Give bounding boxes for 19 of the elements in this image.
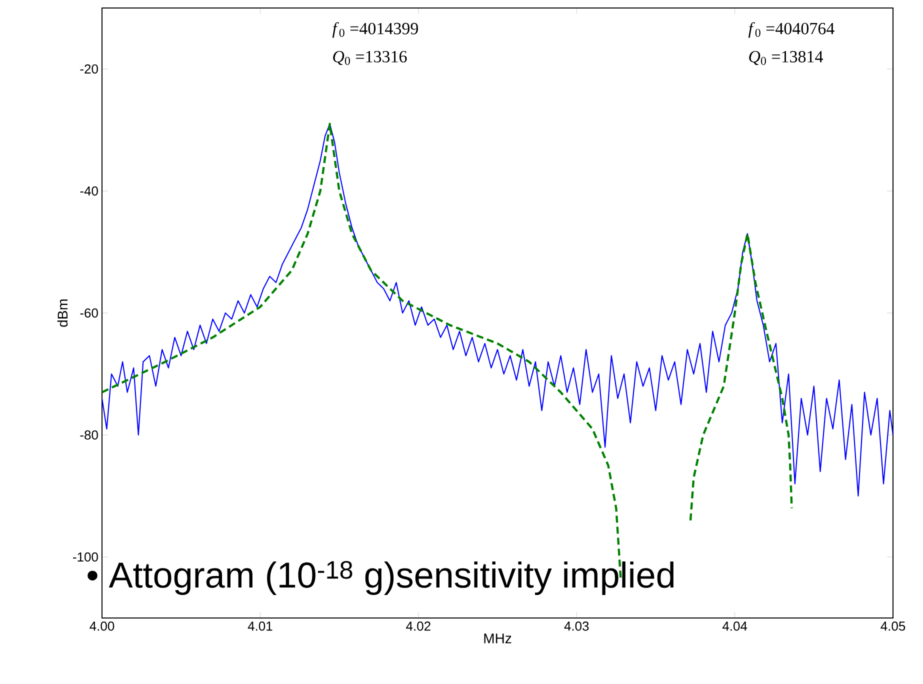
- y-tick-label: -40: [80, 186, 98, 196]
- y-tick-label: -100: [73, 552, 98, 562]
- x-tick-label: 4.05: [880, 622, 906, 631]
- x-tick-label: 4.01: [248, 622, 272, 631]
- x-axis-title: MHz: [484, 634, 512, 644]
- y-tick-label: -20: [80, 64, 98, 74]
- x-tick-label: 4.00: [90, 622, 114, 631]
- y-tick-label: -80: [80, 430, 98, 440]
- x-tick-label: 4.03: [564, 622, 589, 631]
- annotation: Q$_{0}$ =13814: [749, 50, 824, 66]
- annotation: • Attogram (10$^{-18}$ g)sensitivity implied: [88, 560, 674, 596]
- y-axis-title: dBm: [57, 300, 68, 327]
- x-tick-label: 4.04: [722, 622, 748, 631]
- y-tick-label: -60: [80, 308, 98, 318]
- x-tick-label: 4.02: [406, 622, 430, 631]
- annotation: Q$_{0}$ =13316: [333, 50, 407, 65]
- line-series: [102, 123, 894, 497]
- annotation: f$_{0}$ =4014399: [332, 22, 418, 38]
- annotation: f$_{0}$ =4040764: [748, 22, 834, 38]
